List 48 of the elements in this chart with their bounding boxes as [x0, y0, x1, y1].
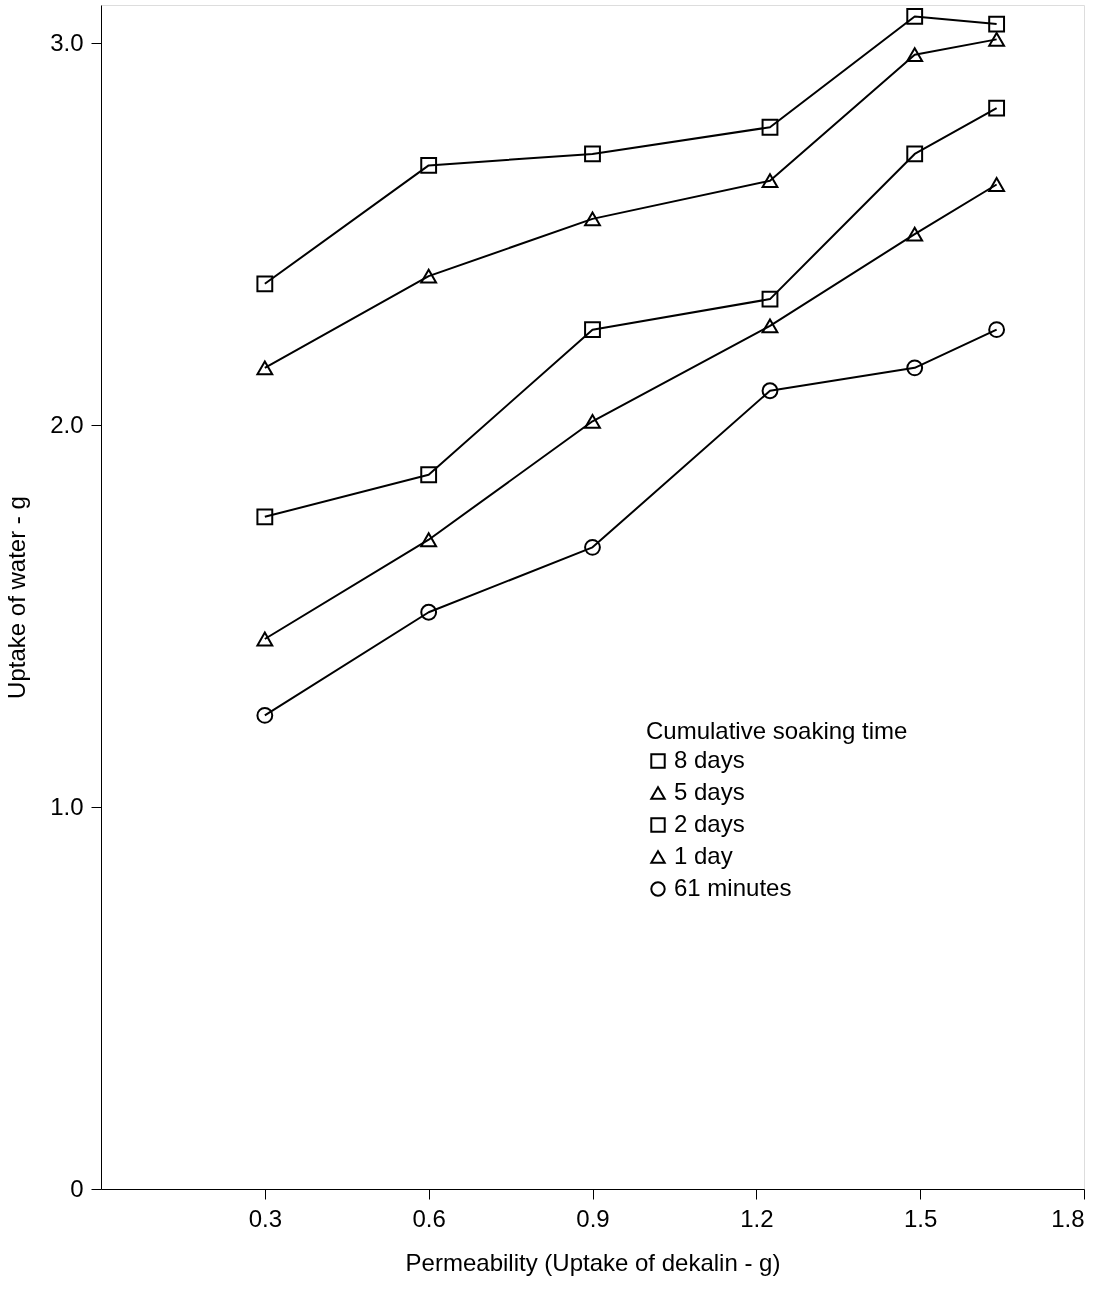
x-tick-label: 1.2 [740, 1204, 774, 1232]
x-tick-label: 0.3 [248, 1204, 283, 1232]
y-axis-title: Uptake of water - g [3, 496, 31, 699]
point [906, 8, 924, 25]
point [988, 15, 1006, 33]
y-tick-label: 1.0 [50, 792, 84, 820]
x-axis-title: Permeability (Uptake of dekalin - g) [405, 1248, 781, 1276]
point [906, 47, 924, 63]
legend-label: 61 minutes [674, 874, 792, 901]
point [420, 603, 438, 621]
point [988, 177, 1006, 192]
point [988, 31, 1006, 47]
point [761, 173, 779, 189]
point [906, 226, 924, 242]
y-tick-label: 3.0 [50, 28, 84, 56]
point [256, 275, 274, 293]
point [420, 466, 438, 484]
point [761, 318, 779, 334]
point [761, 118, 779, 136]
point [420, 268, 438, 284]
point [256, 508, 274, 526]
x-tick-label: 1.5 [903, 1204, 938, 1232]
point [584, 413, 601, 429]
legend-label: 5 days [674, 778, 745, 805]
point [584, 211, 601, 227]
legend-label: 2 days [674, 810, 745, 837]
y-tick-label: 2.0 [50, 410, 84, 438]
point [988, 321, 1006, 339]
legend-title: Cumulative soaking time [646, 717, 908, 744]
point [256, 707, 274, 724]
point [761, 290, 779, 308]
point [584, 538, 601, 556]
x-tick-label: 0.9 [576, 1204, 610, 1232]
point [906, 359, 924, 377]
point [256, 360, 274, 376]
point [420, 532, 438, 548]
point [906, 145, 924, 163]
point [988, 99, 1006, 117]
point [256, 631, 274, 647]
point [420, 157, 438, 174]
legend-label: 1 day [674, 842, 733, 869]
point [584, 145, 601, 163]
legend-label: 8 days [674, 746, 745, 773]
point [761, 382, 779, 400]
x-tick-label: 0.6 [412, 1204, 446, 1232]
x-tick-label: 1.8 [1051, 1204, 1085, 1232]
point [584, 321, 601, 339]
y-tick-label: 0 [70, 1174, 84, 1202]
